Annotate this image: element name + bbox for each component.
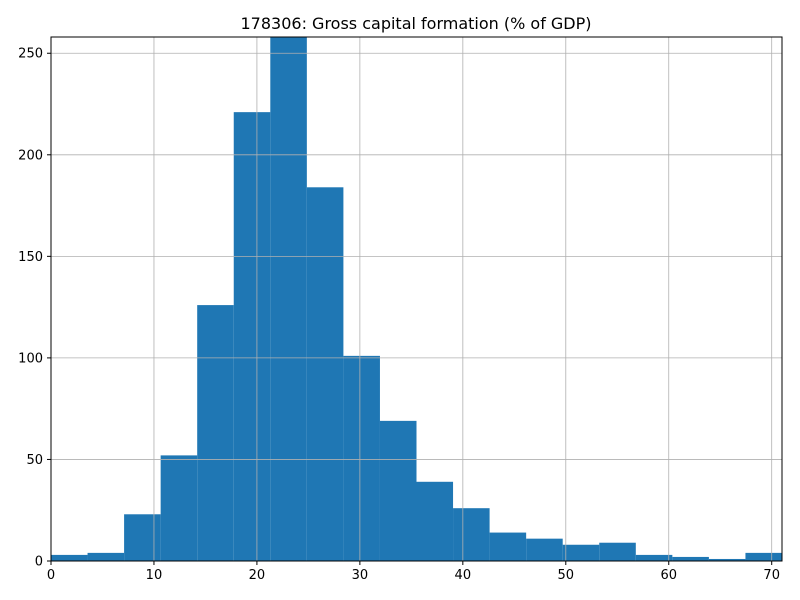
histogram-bar (745, 552, 782, 561)
plot-frame (50, 36, 783, 562)
x-axis-ticks: 0 10 20 30 40 50 60 70 (47, 561, 780, 583)
histogram-bar (489, 532, 527, 561)
histogram-bar (635, 554, 673, 561)
y-tick-label: 250 (18, 47, 43, 62)
histogram-bar (672, 556, 709, 561)
histogram-bar (708, 558, 746, 561)
x-tick-label: 20 (249, 568, 266, 583)
y-tick-label: 0 (35, 555, 43, 570)
histogram-bar (416, 481, 454, 561)
histogram-bar (379, 420, 417, 561)
axes (50, 36, 783, 562)
x-tick-label: 70 (763, 568, 780, 583)
histogram-bars (51, 37, 782, 562)
y-tick-label: 200 (18, 148, 43, 163)
histogram-bar (124, 514, 161, 561)
x-tick-label: 50 (558, 568, 575, 583)
histogram-bar (233, 112, 271, 562)
histogram-bar (453, 508, 490, 561)
y-tick-label: 100 (18, 351, 43, 366)
histogram-bar (306, 187, 344, 562)
x-tick-label: 30 (352, 568, 369, 583)
x-tick-label: 40 (455, 568, 472, 583)
histogram-bar (51, 554, 88, 561)
histogram-bar (562, 544, 600, 561)
histogram-bar (599, 542, 636, 561)
histogram-bar (87, 552, 125, 561)
y-tick-label: 50 (26, 453, 43, 468)
y-axis-ticks: 0 50 100 150 200 250 (18, 47, 51, 570)
chart-title: 178306: Gross capital formation (% of GD… (240, 14, 591, 33)
grid-lines (50, 37, 782, 562)
histogram-bar (526, 538, 563, 561)
histogram-bar (343, 355, 380, 561)
histogram-bar (270, 37, 307, 561)
x-tick-label: 0 (47, 568, 55, 583)
x-tick-label: 60 (660, 568, 677, 583)
y-tick-label: 150 (18, 250, 43, 265)
histogram-bar (197, 305, 234, 561)
x-tick-label: 10 (146, 568, 163, 583)
histogram-bar (160, 455, 198, 561)
